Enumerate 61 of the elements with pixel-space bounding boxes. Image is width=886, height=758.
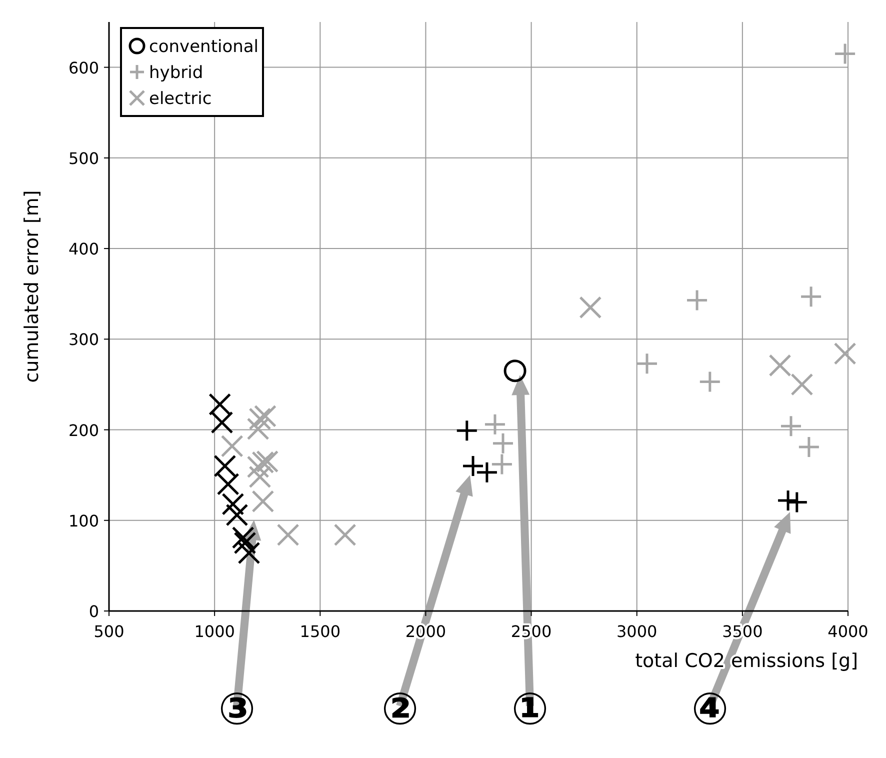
y-tick-label: 200 [68, 420, 99, 440]
y-tick-label: 300 [68, 330, 99, 350]
point [276, 524, 300, 546]
point [492, 432, 514, 455]
y-tick-label: 100 [68, 511, 99, 530]
text: ① [511, 684, 549, 735]
y-tick-label: 500 [68, 148, 99, 168]
y-tick-label: 600 [68, 58, 99, 78]
point [698, 370, 722, 393]
point [248, 408, 272, 430]
point [504, 360, 526, 382]
point [686, 288, 708, 312]
point [248, 466, 272, 488]
point [252, 451, 274, 474]
point [834, 342, 856, 365]
x-tick-label: 3000 [616, 622, 658, 641]
text: ④ [691, 684, 729, 735]
x-axis-title: total CO2 emissions [g] [635, 650, 858, 672]
point [234, 532, 256, 554]
point [334, 524, 356, 546]
y-axis-title: cumulated error [m] [21, 190, 43, 383]
point [238, 542, 260, 564]
point [768, 354, 792, 377]
y-tick-label: 400 [68, 240, 99, 259]
point [490, 452, 514, 476]
legend-label: electric [149, 89, 212, 109]
text: ② [381, 684, 419, 735]
x-tick-label: 3500 [722, 622, 763, 641]
x-tick-label: 500 [94, 622, 124, 641]
point [232, 526, 254, 549]
point [456, 419, 478, 442]
point [222, 492, 244, 516]
x-tick-label: 1000 [194, 622, 235, 641]
point [246, 418, 270, 440]
point [476, 461, 498, 484]
point [226, 504, 248, 526]
point [210, 411, 234, 434]
point [790, 373, 814, 396]
x-tick-label: 2500 [510, 622, 552, 641]
point [798, 436, 820, 458]
point [800, 285, 822, 308]
point [834, 42, 856, 65]
point [254, 404, 276, 428]
point [216, 472, 240, 496]
y-tick-label: 0 [88, 602, 99, 621]
legend-label: conventional [149, 37, 259, 57]
point [208, 393, 232, 416]
point [484, 413, 506, 436]
point [252, 490, 274, 513]
point [214, 454, 236, 478]
x-tick-label: 2000 [405, 622, 446, 641]
text: ③ [218, 684, 256, 735]
point [636, 352, 658, 375]
legend-label: hybrid [149, 63, 204, 83]
point [462, 454, 484, 478]
x-tick-label: 4000 [828, 622, 868, 641]
point [780, 414, 802, 438]
point [220, 434, 244, 458]
x-tick-label: 1500 [300, 622, 340, 641]
point [579, 296, 602, 319]
point [256, 450, 279, 473]
